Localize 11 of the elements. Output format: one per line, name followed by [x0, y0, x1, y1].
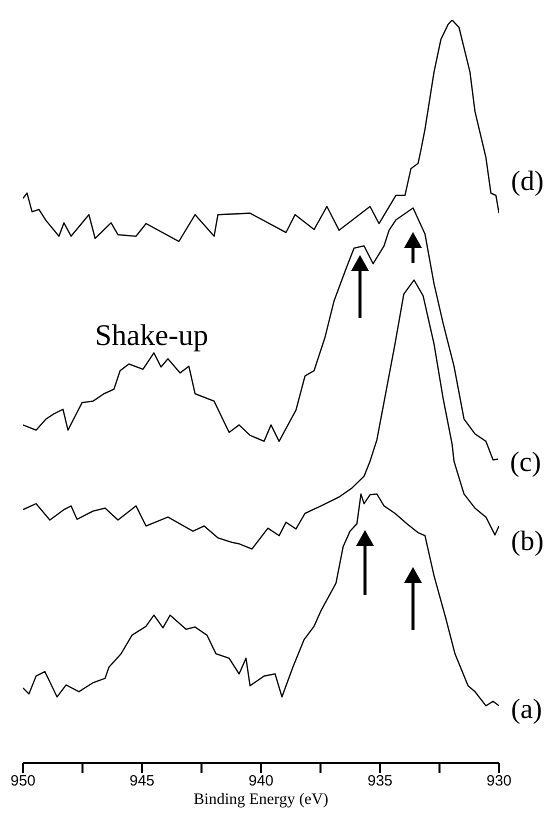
x-tick-label: 930	[486, 772, 512, 790]
series-label: (c)	[510, 447, 542, 478]
x-tick-label: 945	[129, 772, 155, 790]
series-label: (d)	[511, 166, 544, 198]
annotation: Shake-up	[95, 319, 208, 352]
x-tick-label: 950	[10, 772, 36, 790]
x-tick-label: 935	[367, 772, 393, 790]
x-axis-title: Binding Energy (eV)	[194, 791, 328, 808]
series-label: (a)	[511, 694, 542, 725]
series-label: (b)	[511, 526, 544, 557]
x-tick-label: 940	[248, 772, 274, 790]
